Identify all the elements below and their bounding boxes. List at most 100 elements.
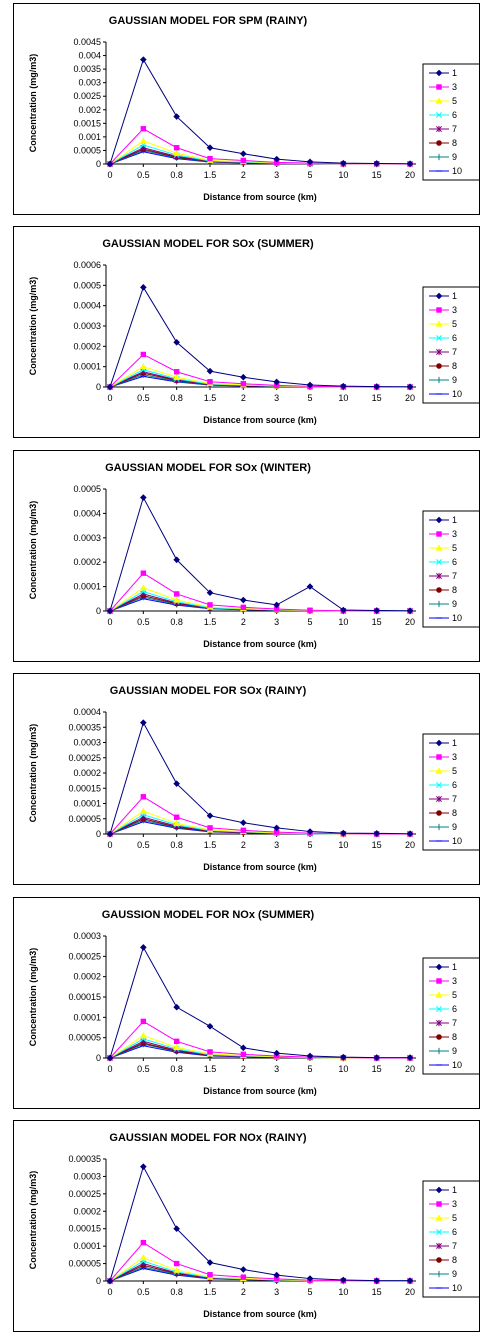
data-point [140, 570, 147, 576]
legend-marker [435, 292, 443, 300]
x-tick-label: 20 [405, 1064, 415, 1074]
data-point [306, 381, 314, 389]
x-axis-label: Distance from source (km) [203, 862, 317, 872]
data-point [106, 607, 114, 615]
chart-panel-2: GAUSSIAN MODEL FOR SOx (SUMMER) Concentra… [13, 226, 480, 438]
legend-label: 10 [452, 1060, 462, 1070]
chart-title: GAUSSIAN MODEL FOR NOx (RAINY) [109, 1132, 307, 1144]
legend-label: 10 [452, 836, 462, 846]
legend-marker [436, 363, 442, 369]
x-tick-label: 1.5 [204, 170, 217, 180]
data-point [240, 381, 247, 387]
x-tick-label: 15 [372, 170, 382, 180]
y-tick-label: 0.0025 [73, 91, 101, 101]
data-point [406, 1277, 414, 1284]
data-point [206, 1022, 214, 1030]
legend-marker [435, 153, 443, 161]
legend-label: 9 [452, 375, 457, 385]
x-tick-label: 3 [274, 617, 279, 627]
legend-marker [435, 97, 443, 104]
legend-label: 5 [452, 543, 457, 553]
legend-marker [435, 991, 443, 998]
data-point [173, 149, 181, 156]
data-point [139, 363, 147, 370]
legend-label: 3 [452, 1199, 457, 1209]
x-tick-label: 0 [107, 617, 112, 627]
data-point [406, 830, 414, 838]
data-point [406, 160, 414, 168]
x-tick-label: 0 [107, 1064, 112, 1074]
y-tick-label: 0.00025 [68, 1189, 101, 1199]
legend-marker [435, 823, 443, 831]
series-6 [107, 1258, 413, 1284]
x-tick-label: 15 [372, 840, 382, 850]
x-axis-label: Distance from source (km) [203, 1309, 317, 1319]
legend-label: 9 [452, 1269, 457, 1279]
legend-marker [436, 125, 442, 133]
legend-marker [436, 531, 442, 537]
series-1 [106, 719, 414, 838]
y-tick-label: 0.0045 [73, 37, 101, 47]
y-tick-label: 0.00015 [68, 1224, 101, 1234]
y-tick-label: 0.0004 [73, 707, 101, 717]
x-tick-label: 0 [107, 1287, 112, 1297]
data-point [206, 144, 214, 152]
y-tick-label: 0.0002 [73, 1206, 101, 1216]
x-tick-label: 10 [338, 840, 348, 850]
y-tick-label: 0.00025 [68, 753, 101, 763]
axes [105, 489, 416, 612]
y-tick-label: 0.004 [78, 51, 101, 61]
legend-marker [436, 587, 442, 593]
legend-label: 10 [452, 389, 462, 399]
data-point [273, 378, 280, 386]
x-tick-label: 0.8 [170, 1287, 183, 1297]
y-tick-label: 0 [96, 829, 101, 839]
data-point [373, 1277, 380, 1284]
data-point [306, 1275, 314, 1282]
legend-box [422, 733, 479, 851]
legend: 1 3 5 6 7 8 9 10 [422, 286, 479, 404]
data-point [240, 1274, 247, 1280]
data-point [173, 1038, 180, 1045]
legend-label: 7 [452, 124, 457, 134]
legend-marker [435, 600, 443, 608]
chart-svg: GAUSSION MODEL FOR NOx (SUMMER) Concentra… [28, 909, 479, 1096]
chart-panel-1: GAUSSIAN MODEL FOR SPM (RAINY) Concentrat… [13, 3, 480, 215]
data-point [340, 382, 347, 390]
data-point [373, 1054, 380, 1061]
x-tick-label: 5 [307, 170, 312, 180]
legend-marker [436, 795, 442, 803]
y-tick-label: 0.00015 [68, 992, 101, 1002]
legend-label: 6 [452, 557, 457, 567]
data-point [140, 351, 147, 358]
x-tick-label: 1.5 [204, 393, 217, 403]
data-point [173, 556, 180, 564]
data-point [206, 1259, 214, 1266]
data-point [173, 113, 180, 120]
legend-label: 9 [452, 822, 457, 832]
legend-label: 8 [452, 585, 457, 595]
y-tick-label: 0 [96, 159, 101, 169]
data-point [140, 1239, 147, 1246]
x-axis-label: Distance from source (km) [203, 192, 317, 202]
x-tick-label: 0 [107, 840, 112, 850]
legend-marker [436, 1006, 442, 1012]
y-tick-label: 0.00005 [68, 814, 101, 824]
data-point [240, 604, 247, 611]
series-1 [106, 56, 414, 168]
data-point [240, 1044, 247, 1052]
chart-svg: GAUSSIAN MODEL FOR SPM (RAINY) Concentrat… [28, 15, 479, 202]
legend-label: 3 [452, 305, 457, 315]
y-tick-label: 0.0003 [73, 533, 101, 543]
data-point [340, 606, 347, 614]
data-point [207, 1049, 213, 1055]
y-tick-label: 0.003 [78, 78, 101, 88]
axes [105, 936, 416, 1059]
series-line [109, 128, 411, 165]
series-3 [107, 570, 413, 614]
legend: 1 3 5 6 7 8 9 10 [422, 63, 479, 181]
chart-svg: GAUSSIAN MODEL FOR SOx (RAINY) Concentrat… [28, 685, 479, 872]
x-tick-label: 1.5 [204, 617, 217, 627]
y-tick-label: 0.0001 [73, 362, 101, 372]
legend-label: 1 [452, 291, 457, 301]
